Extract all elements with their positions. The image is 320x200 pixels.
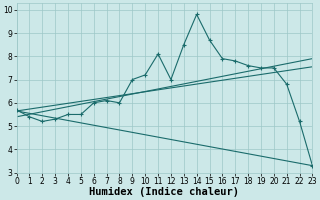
X-axis label: Humidex (Indice chaleur): Humidex (Indice chaleur)	[90, 187, 239, 197]
